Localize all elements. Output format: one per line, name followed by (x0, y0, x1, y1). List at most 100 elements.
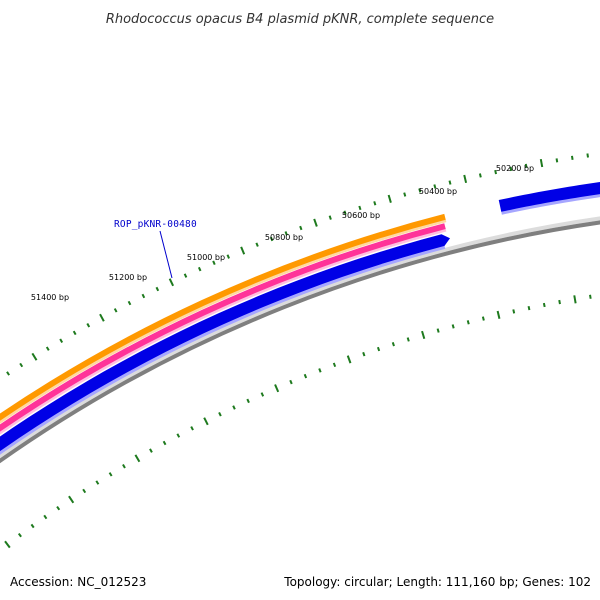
minor-tick (343, 210, 347, 215)
scale-label: 50200 bp (496, 164, 534, 173)
minor-tick (303, 373, 308, 379)
major-tick (346, 355, 352, 364)
minor-tick (512, 309, 516, 314)
plasmid-backbone (0, 220, 600, 464)
minor-tick (448, 180, 452, 185)
minor-tick (509, 166, 513, 172)
major-tick (496, 310, 501, 320)
minor-tick (478, 173, 482, 178)
minor-tick (19, 362, 24, 368)
minor-tick (122, 464, 126, 469)
minor-tick (82, 488, 87, 494)
minor-tick (406, 337, 410, 342)
minor-tick (451, 324, 455, 329)
minor-tick (45, 346, 50, 351)
minor-tick (332, 362, 337, 368)
genome-summary: Topology: circular; Length: 111,160 bp; … (284, 575, 591, 589)
minor-tick (524, 163, 528, 169)
minor-tick (299, 225, 303, 231)
minor-tick (555, 158, 559, 163)
minor-tick (86, 322, 91, 328)
major-tick (539, 158, 544, 168)
minor-tick (260, 392, 265, 397)
minor-tick (403, 192, 407, 197)
scale-label: 50600 bp (342, 211, 380, 220)
minor-tick (246, 398, 250, 404)
minor-tick (284, 231, 288, 236)
minor-tick (318, 368, 322, 373)
minor-tick (218, 412, 222, 417)
orange-feature-track-shadow (0, 219, 447, 424)
minor-tick (232, 405, 236, 410)
pink-feature-track-shadow (0, 228, 447, 435)
minor-tick (376, 346, 381, 352)
minor-tick (589, 294, 592, 299)
major-tick (168, 278, 175, 287)
major-tick (68, 495, 75, 504)
minor-tick (362, 351, 366, 357)
minor-tick (391, 341, 395, 347)
major-tick (31, 352, 38, 361)
plasmid-backbone-shadow (0, 216, 600, 459)
minor-tick (481, 316, 485, 321)
minor-tick (436, 328, 440, 333)
minor-tick (197, 266, 202, 272)
minor-tick (494, 169, 497, 175)
minor-tick (43, 514, 48, 520)
minor-tick (558, 299, 561, 305)
gene-label-leader-line (159, 230, 173, 279)
minor-tick (183, 273, 188, 278)
major-tick (313, 218, 318, 227)
major-tick (4, 540, 11, 549)
major-tick (274, 384, 280, 393)
minor-tick (176, 433, 181, 438)
scale-label: 51200 bp (109, 273, 147, 282)
minor-tick (17, 532, 22, 538)
minor-tick (190, 426, 194, 431)
major-tick (573, 295, 577, 304)
scale-labels: 51400 bp 51200 bp 51000 bp 50800 bp 50600 bp… (31, 164, 534, 302)
gene-arrow-forward[interactable] (0, 234, 450, 462)
minor-tick (72, 330, 77, 336)
gene-arrow-shadow (0, 244, 446, 455)
scale-label: 50400 bp (419, 187, 457, 196)
minor-tick (358, 205, 362, 211)
scale-label: 50800 bp (265, 233, 303, 242)
minor-tick (56, 505, 61, 511)
gene-block-right[interactable] (498, 179, 600, 212)
minor-tick (418, 188, 422, 193)
inner-tick-ring (4, 294, 592, 549)
major-tick (463, 174, 468, 184)
minor-tick (113, 308, 118, 313)
minor-tick (433, 184, 437, 189)
minor-tick (527, 305, 531, 311)
minor-tick (127, 300, 132, 306)
major-tick (387, 194, 392, 203)
minor-tick (542, 302, 546, 308)
minor-tick (162, 440, 167, 446)
minor-tick (570, 155, 574, 160)
minor-tick (226, 254, 230, 259)
minor-tick (212, 260, 216, 266)
minor-tick (95, 480, 100, 485)
major-tick (134, 454, 141, 463)
gene-label[interactable]: ROP_pKNR-00480 (114, 219, 197, 230)
major-tick (203, 417, 209, 426)
minor-tick (269, 236, 274, 242)
minor-tick (108, 472, 113, 477)
minor-tick (289, 379, 293, 385)
minor-tick (586, 153, 589, 158)
scale-label: 51400 bp (31, 293, 69, 302)
minor-tick (155, 286, 160, 292)
gene-block-right-shadow (501, 193, 600, 215)
pink-feature-track[interactable] (0, 223, 446, 442)
minor-tick (466, 320, 470, 325)
accession-text: Accession: NC_012523 (10, 575, 147, 589)
major-tick (240, 246, 246, 255)
scale-label: 51000 bp (187, 253, 225, 262)
minor-tick (6, 371, 10, 376)
minor-tick (255, 242, 259, 247)
orange-feature-track[interactable] (0, 213, 446, 431)
minor-tick (141, 293, 146, 299)
